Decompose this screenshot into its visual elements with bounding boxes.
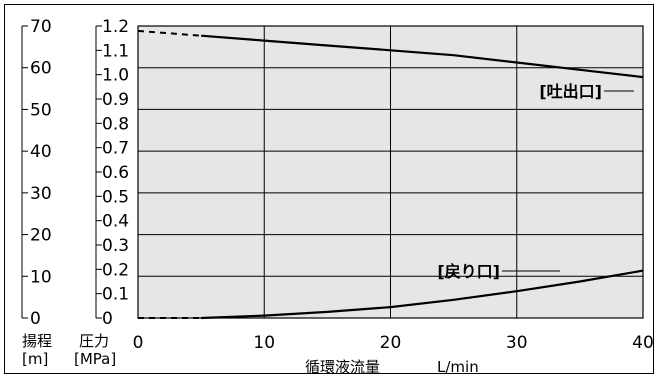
head-axis: 0 10 20 30 40 50 60 70 (21, 17, 52, 329)
head-tick-label: 70 (30, 17, 52, 37)
pressure-axis: 0 0.1 0.2 0.3 0.4 0.5 0.6 0.7 0.8 0.9 1.0 1.1 1.2 (95, 17, 129, 329)
pressure-tick-label: 1.0 (102, 66, 129, 86)
chart-frame (4, 4, 654, 374)
pressure-tick-label: 0.8 (102, 114, 129, 134)
series-return-label: [戻り口] (437, 262, 500, 281)
pressure-tick-label: 0.3 (102, 236, 129, 256)
pressure-axis-label: 圧力 (79, 332, 109, 350)
head-tick-label: 60 (30, 59, 52, 79)
series-discharge-label: [吐出口] (539, 82, 602, 101)
head-axis-label: 揚程 (22, 332, 52, 350)
pressure-tick-label: 0.1 (102, 285, 129, 305)
pressure-tick-label: 1.1 (102, 41, 129, 61)
head-tick-label: 40 (30, 142, 52, 162)
series-discharge-line (201, 34, 644, 79)
x-tick-label: 20 (380, 333, 402, 353)
pressure-tick-label: 0.4 (102, 212, 129, 232)
head-tick-label: 50 (30, 100, 52, 120)
x-tick-label: 0 (133, 333, 144, 353)
head-axis-unit: [m] (22, 350, 48, 368)
pressure-tick-label: 1.2 (102, 17, 129, 37)
pressure-tick-label: 0.2 (102, 260, 129, 280)
x-axis-label: 循環液流量 (305, 358, 380, 376)
head-tick-label: 30 (30, 184, 52, 204)
pressure-tick-label: 0.7 (102, 139, 129, 159)
head-tick-label: 10 (30, 267, 52, 287)
head-tick-label: 20 (30, 226, 52, 246)
x-tick-label: 30 (506, 333, 528, 353)
pressure-tick-label: 0.6 (102, 163, 129, 183)
plot-border (137, 25, 644, 319)
pressure-axis-unit: [MPa] (74, 350, 116, 368)
x-tick-label: 10 (253, 333, 275, 353)
x-axis-unit: L/min (437, 358, 479, 376)
head-tick-label: 0 (30, 309, 41, 329)
pressure-tick-label: 0.5 (102, 187, 129, 207)
x-tick-label: 40 (632, 333, 654, 353)
series-lines: [吐出口] [戻り口] (137, 29, 644, 320)
x-axis: 0 10 20 30 40 (133, 333, 654, 353)
series-return-line (201, 269, 644, 320)
pressure-tick-label: 0 (102, 309, 113, 329)
pressure-tick-label: 0.9 (102, 90, 129, 110)
